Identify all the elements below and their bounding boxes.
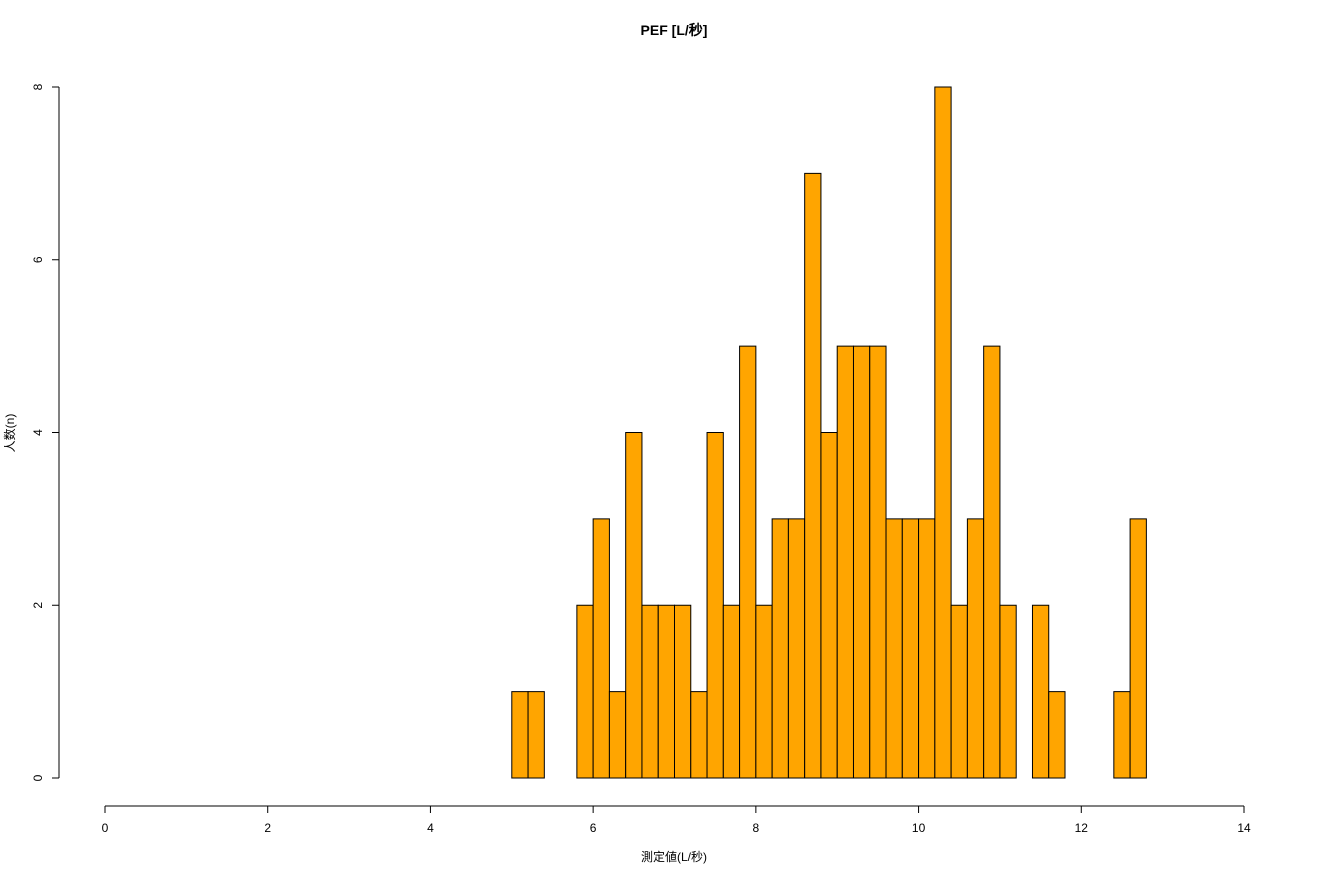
y-tick-label: 8 [31, 83, 45, 90]
x-tick-label: 4 [427, 821, 434, 835]
histogram-bar [576, 604, 594, 779]
chart-title: PEF [L/秒] [641, 22, 708, 38]
histogram-bar [608, 691, 627, 779]
y-axis-label: 人数(n) [2, 414, 17, 453]
histogram-bar [625, 432, 643, 779]
histogram-bar [592, 518, 610, 779]
histogram-bar [1113, 691, 1131, 779]
x-tick-label: 12 [1075, 821, 1089, 835]
x-tick-label: 2 [264, 821, 271, 835]
histogram-bar [901, 518, 920, 779]
histogram-bar [641, 604, 659, 779]
histogram-bar [869, 345, 887, 779]
histogram-bar [836, 345, 854, 779]
x-tick-label: 14 [1237, 821, 1251, 835]
histogram-bar [787, 518, 806, 779]
histogram-bar [983, 345, 1001, 779]
histogram-bar [950, 604, 968, 779]
x-axis-label: 測定値(L/秒) [641, 849, 707, 864]
histogram-bar [966, 518, 985, 779]
x-tick-label: 8 [753, 821, 760, 835]
histogram-bar [918, 518, 936, 779]
y-tick-label: 0 [31, 774, 45, 781]
x-tick-label: 10 [912, 821, 926, 835]
histogram-bar [706, 432, 724, 779]
histogram-bar [527, 691, 545, 779]
histogram-bar [739, 345, 757, 779]
histogram-bar [885, 518, 903, 779]
histogram-bar [511, 691, 529, 779]
histogram-bar [999, 604, 1017, 779]
x-tick-label: 6 [590, 821, 597, 835]
y-axis: 0 2 4 6 8 [31, 83, 60, 781]
y-tick-label: 6 [31, 256, 45, 263]
y-tick-label: 2 [31, 602, 45, 609]
histogram-bar [1048, 691, 1066, 779]
histogram-bar [755, 604, 773, 779]
bar-group [511, 86, 1147, 779]
histogram-bar [852, 345, 871, 779]
x-axis: 0 2 4 6 8 10 12 14 [102, 805, 1251, 835]
y-tick-label: 4 [31, 429, 45, 436]
histogram-bar [1031, 604, 1050, 779]
histogram-bar [674, 604, 692, 779]
histogram-bar [804, 172, 822, 779]
histogram-bar [934, 86, 952, 779]
histogram-bar [690, 691, 708, 779]
histogram-bar [771, 518, 789, 779]
x-tick-label: 0 [102, 821, 109, 835]
histogram-bar [820, 432, 838, 779]
histogram-bar [722, 604, 741, 779]
histogram-bar [1129, 518, 1147, 779]
histogram-bar [657, 604, 675, 779]
